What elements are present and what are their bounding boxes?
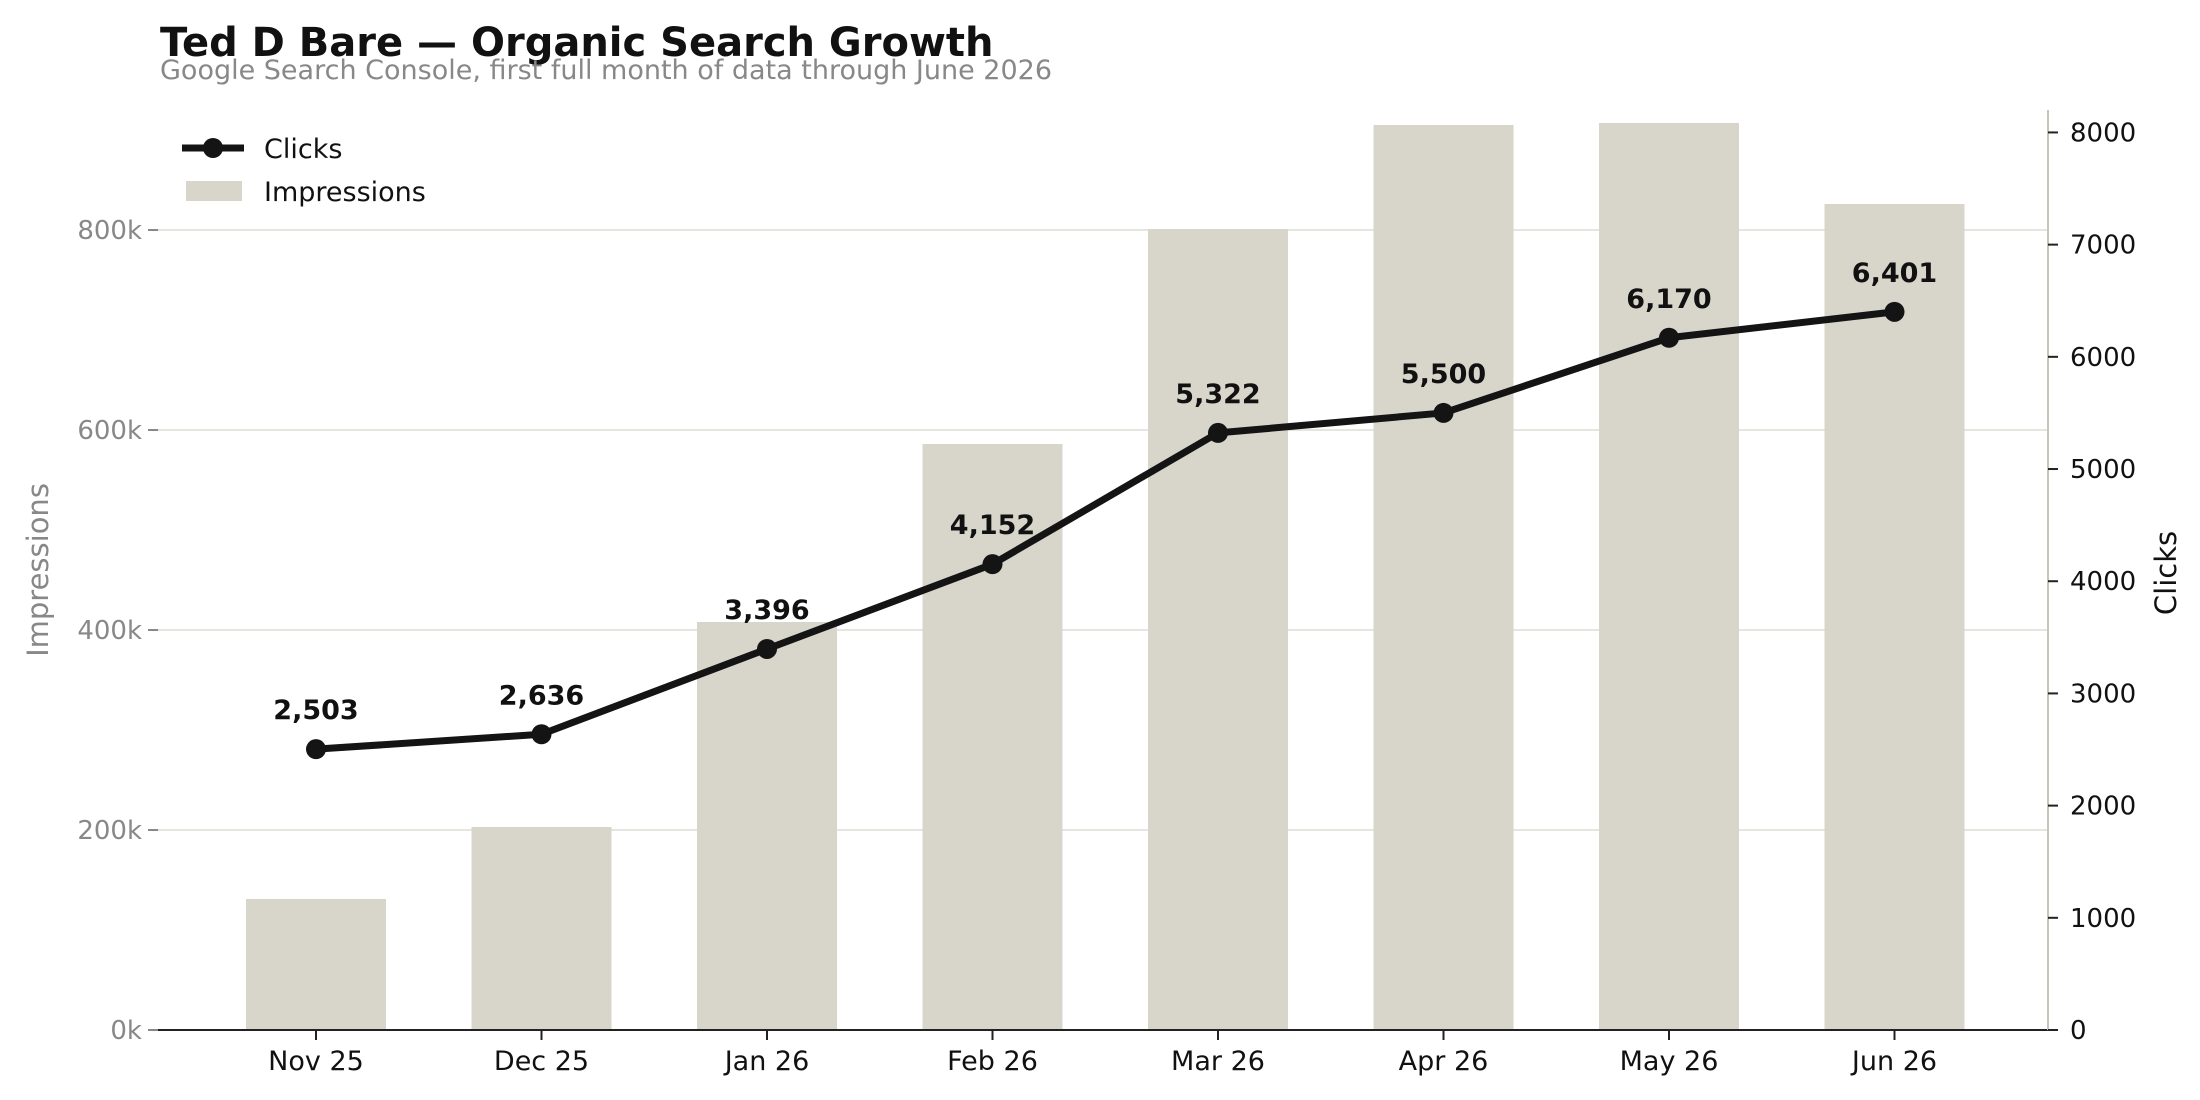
- clicks-marker: [1884, 301, 1905, 322]
- y-right-tick-label: 6000: [2070, 343, 2136, 373]
- y-right-tick-label: 8000: [2070, 118, 2136, 148]
- chart-subtitle: Google Search Console, first full month …: [160, 55, 1053, 86]
- y-right-tick-label: 1000: [2070, 904, 2136, 934]
- impressions-bar: [1373, 125, 1514, 1030]
- clicks-marker: [982, 554, 1003, 575]
- y-left-tick-label: 800k: [77, 216, 142, 246]
- y-left-tick-label: 0k: [110, 1016, 142, 1046]
- legend-clicks-swatch-marker: [203, 138, 223, 158]
- legend-impressions-swatch: [186, 181, 242, 201]
- y-right-axis-title: Clicks: [2149, 531, 2183, 615]
- impressions-bar: [1599, 123, 1739, 1030]
- y-right-tick-label: 7000: [2070, 231, 2136, 261]
- clicks-data-label: 4,152: [950, 510, 1035, 541]
- y-right-tick-label: 2000: [2070, 792, 2136, 822]
- x-tick-label: Mar 26: [1171, 1046, 1265, 1077]
- x-tick-label: May 26: [1620, 1046, 1719, 1077]
- clicks-data-label: 5,500: [1401, 359, 1486, 390]
- y-left-tick-label: 600k: [77, 416, 142, 446]
- impressions-bar: [922, 444, 1063, 1030]
- clicks-data-label: 2,636: [499, 680, 584, 711]
- clicks-marker: [757, 638, 777, 659]
- clicks-data-label: 6,170: [1626, 284, 1711, 315]
- impressions-bar: [1824, 204, 1965, 1030]
- y-left-tick-label: 400k: [77, 616, 142, 646]
- x-tick-label: Jan 26: [723, 1046, 810, 1077]
- clicks-marker: [1433, 402, 1454, 423]
- impressions-bar: [697, 622, 837, 1030]
- y-left-tick-label: 200k: [77, 816, 142, 846]
- legend: Clicks Impressions: [182, 134, 426, 208]
- clicks-marker: [531, 724, 552, 745]
- y-right-tick-label: 5000: [2070, 455, 2136, 485]
- impressions-bar: [246, 899, 386, 1030]
- clicks-line-series: 2,503 2,636 3,396 4,152 5,322 5,500 6,170 6,401: [273, 258, 1937, 760]
- y-right-tick-label: 3000: [2070, 679, 2136, 709]
- axes: 0k 200k 400k 600k 800k Nov 25 Dec 25 Jan 26 Feb …: [21, 110, 2183, 1077]
- x-tick-label: Nov 25: [268, 1046, 364, 1077]
- clicks-marker: [1659, 327, 1679, 348]
- impressions-bars: [246, 123, 1965, 1030]
- y-right-tick-label: 0: [2070, 1016, 2087, 1046]
- legend-clicks-label: Clicks: [264, 134, 342, 165]
- clicks-marker: [306, 739, 326, 760]
- clicks-line: [312, 308, 1898, 753]
- clicks-data-label: 6,401: [1852, 258, 1937, 289]
- clicks-data-label: 3,396: [724, 595, 809, 626]
- impressions-bar: [471, 827, 612, 1030]
- x-tick-label: Dec 25: [494, 1046, 589, 1077]
- y-right-tick-label: 4000: [2070, 567, 2136, 597]
- x-tick-label: Jun 26: [1850, 1046, 1937, 1077]
- clicks-data-label: 5,322: [1175, 379, 1260, 410]
- y-left-axis-title: Impressions: [21, 483, 55, 657]
- impressions-bar: [1148, 229, 1288, 1030]
- chart-title: Ted D Bare — Organic Search Growth: [160, 20, 994, 66]
- clicks-data-label: 2,503: [273, 695, 358, 726]
- legend-impressions-label: Impressions: [264, 177, 426, 208]
- x-tick-label: Feb 26: [947, 1046, 1038, 1077]
- x-tick-label: Apr 26: [1399, 1046, 1489, 1077]
- clicks-marker: [1208, 422, 1228, 443]
